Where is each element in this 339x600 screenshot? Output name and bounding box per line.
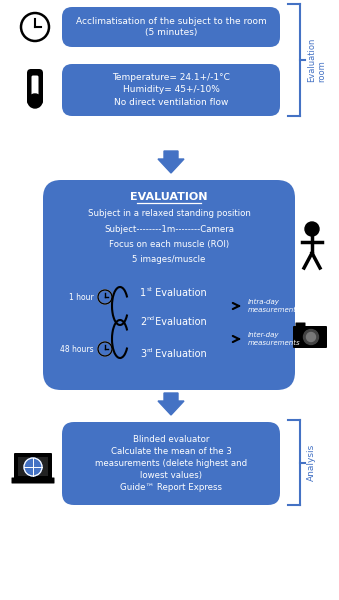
FancyBboxPatch shape	[62, 422, 280, 505]
Circle shape	[28, 94, 42, 108]
Text: 5 images/muscle: 5 images/muscle	[132, 254, 206, 263]
Text: Evaluation: Evaluation	[152, 288, 207, 298]
FancyBboxPatch shape	[62, 64, 280, 116]
Text: Evaluation
room: Evaluation room	[307, 38, 326, 82]
FancyBboxPatch shape	[18, 457, 48, 476]
Polygon shape	[158, 393, 184, 415]
FancyBboxPatch shape	[27, 69, 43, 105]
Text: Acclimatisation of the subject to the room
(5 minutes): Acclimatisation of the subject to the ro…	[76, 17, 266, 37]
Text: Subject--------1m--------Camera: Subject--------1m--------Camera	[104, 224, 234, 233]
Text: Subject in a relaxed standing position: Subject in a relaxed standing position	[87, 209, 251, 218]
Circle shape	[303, 329, 319, 344]
FancyBboxPatch shape	[14, 453, 52, 479]
Circle shape	[24, 458, 42, 476]
FancyBboxPatch shape	[43, 180, 295, 390]
FancyBboxPatch shape	[293, 326, 327, 348]
Text: 1 hour: 1 hour	[69, 292, 94, 301]
Circle shape	[99, 343, 112, 355]
FancyBboxPatch shape	[296, 323, 305, 329]
Circle shape	[22, 14, 48, 40]
Text: Focus on each muscle (ROI): Focus on each muscle (ROI)	[109, 239, 229, 248]
Text: Temperature= 24.1+/-1°C
Humidity= 45+/-10%
No direct ventilation flow: Temperature= 24.1+/-1°C Humidity= 45+/-1…	[112, 73, 230, 107]
Text: 1: 1	[140, 288, 146, 298]
FancyBboxPatch shape	[62, 7, 280, 47]
FancyBboxPatch shape	[12, 478, 55, 484]
Text: 3: 3	[140, 349, 146, 359]
Text: Intra-day
measurements: Intra-day measurements	[248, 299, 301, 313]
FancyBboxPatch shape	[32, 76, 39, 97]
Text: Blinded evaluator
Calculate the mean of the 3
measurements (delete highest and
l: Blinded evaluator Calculate the mean of …	[95, 434, 247, 492]
Text: EVALUATION: EVALUATION	[130, 192, 208, 202]
Polygon shape	[158, 151, 184, 173]
Circle shape	[306, 332, 316, 341]
Text: 2: 2	[140, 317, 146, 327]
Text: Analysis: Analysis	[307, 444, 316, 481]
Text: 48 hours: 48 hours	[60, 344, 94, 353]
Text: nd: nd	[146, 316, 155, 320]
Text: Evaluation: Evaluation	[152, 349, 207, 359]
Text: Evaluation: Evaluation	[152, 317, 207, 327]
Text: st: st	[146, 287, 152, 292]
Text: Inter-day
measurements: Inter-day measurements	[248, 332, 301, 346]
Circle shape	[305, 222, 319, 236]
Text: rd: rd	[146, 347, 153, 353]
Circle shape	[99, 290, 112, 304]
